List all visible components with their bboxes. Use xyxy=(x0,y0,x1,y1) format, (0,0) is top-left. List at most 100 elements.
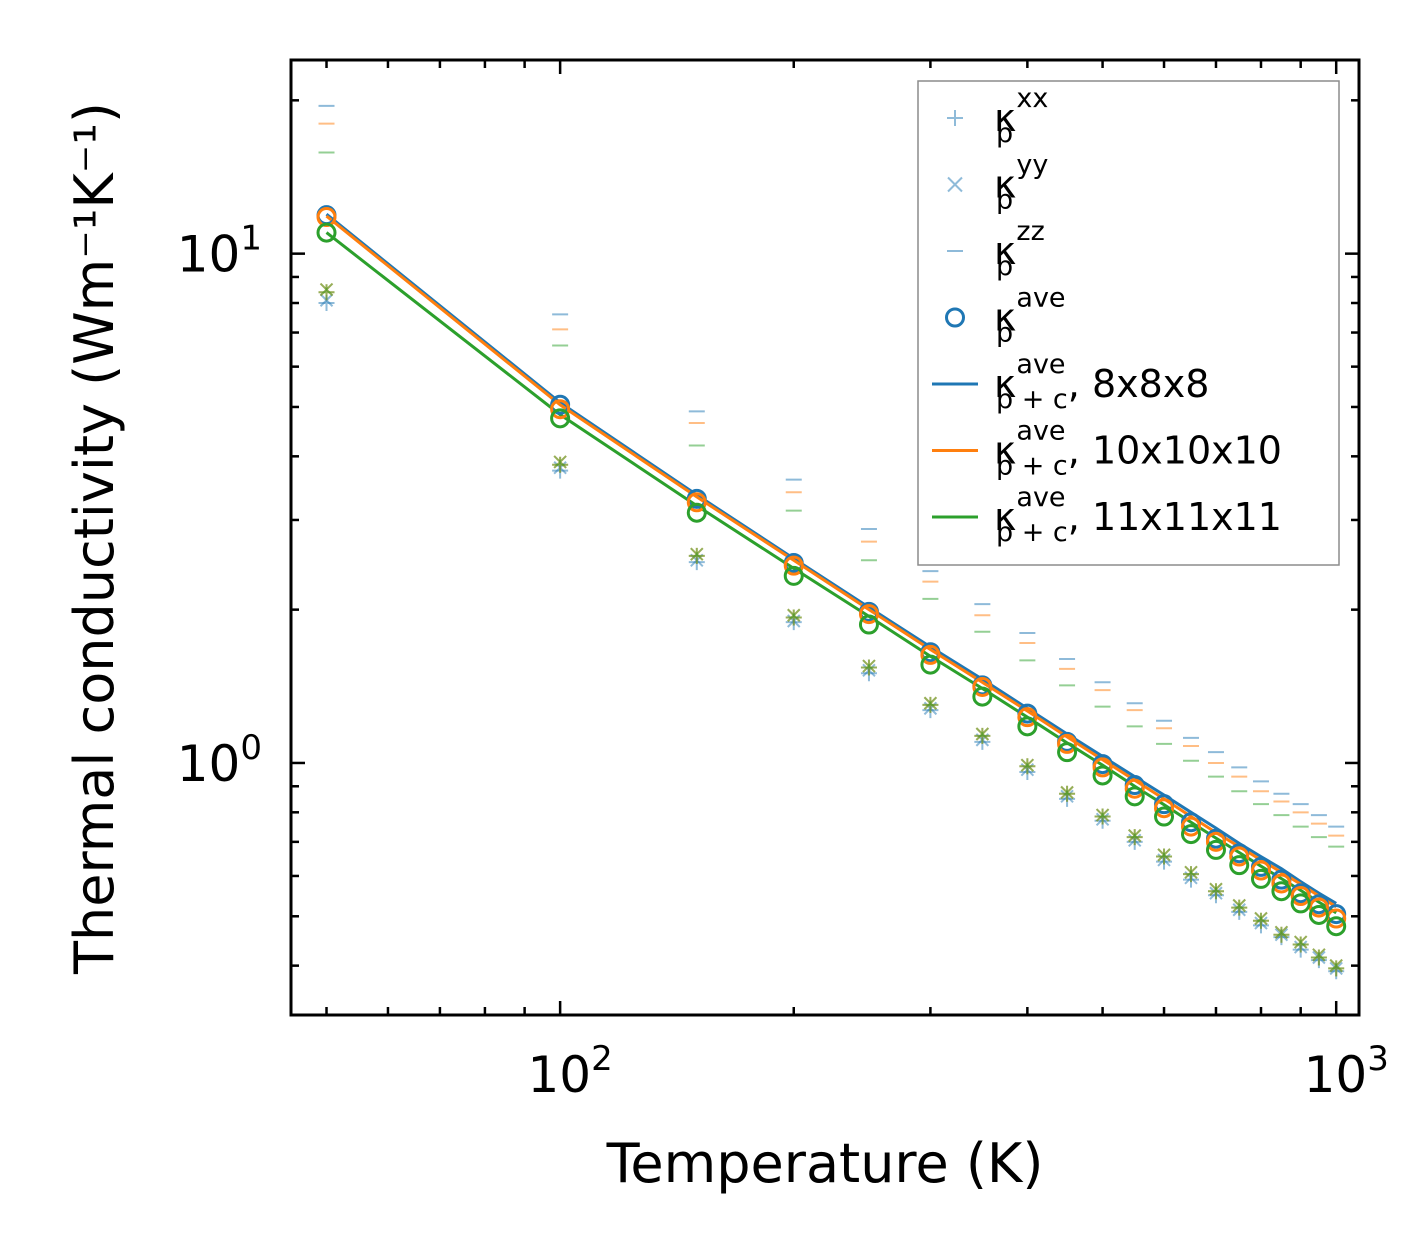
kappa-ave-marker-11x11x11 xyxy=(316,222,337,243)
kappa-xx-marker-11x11x11 xyxy=(318,284,335,301)
kappa-ave-marker-11x11x11 xyxy=(1124,786,1145,807)
kappa-ave-pc-line-8x8x8 xyxy=(325,213,1337,905)
kappa-ave-marker-11x11x11 xyxy=(550,408,571,429)
kappa-ave-marker-11x11x11 xyxy=(1205,839,1226,860)
data-series xyxy=(316,104,1347,980)
legend-entry-label: κave p xyxy=(994,283,1066,349)
kappa-ave-marker-11x11x11 xyxy=(686,502,707,523)
kappa-xx-marker-11x11x11 xyxy=(1328,960,1345,977)
kappa-xx-marker-11x11x11 xyxy=(785,609,802,626)
kappa-yy-marker-11x11x11 xyxy=(319,282,334,297)
legend-frame xyxy=(917,80,1340,566)
kappa-ave-marker-11x11x11 xyxy=(1250,868,1271,889)
kappa-ave-marker-10x10x10 xyxy=(972,676,993,697)
kappa-yy-marker-11x11x11 xyxy=(1312,948,1326,962)
kappa-ave-marker-10x10x10 xyxy=(1124,778,1145,799)
kappa-yy-marker-11x11x11 xyxy=(1127,828,1142,843)
kappa-ave-marker-10x10x10 xyxy=(920,644,941,665)
legend-entry-label: κave p + c, 11x11x11 xyxy=(994,482,1282,548)
kappa-yy-marker-11x11x11 xyxy=(553,455,567,469)
kappa-ave-marker-11x11x11 xyxy=(1308,904,1329,925)
kappa-yy-marker-11x11x11 xyxy=(923,696,938,710)
kappa-yy-marker-11x11x11 xyxy=(1060,785,1074,800)
legend-entry-label: κzz p xyxy=(994,216,1045,282)
kappa-xx-marker-11x11x11 xyxy=(688,547,705,564)
kappa-xx-marker-11x11x11 xyxy=(922,696,939,713)
x-tick-label: 102 xyxy=(527,1039,612,1104)
kappa-yy-marker-11x11x11 xyxy=(1209,882,1223,896)
kappa-ave-marker-11x11x11 xyxy=(1154,806,1175,827)
legend-entry-label: κave p + c, 8x8x8 xyxy=(994,349,1209,415)
kappa-xx-marker-11x11x11 xyxy=(1156,848,1173,865)
kappa-ave-marker-11x11x11 xyxy=(1326,916,1347,937)
legend-marker-circle xyxy=(945,307,965,328)
kappa-ave-marker-10x10x10 xyxy=(1017,707,1038,728)
kappa-ave-marker-10x10x10 xyxy=(550,399,571,420)
kappa-yy-marker-11x11x11 xyxy=(1184,865,1198,880)
kappa-xx-marker-11x11x11 xyxy=(1310,949,1327,966)
kappa-yy-marker-11x11x11 xyxy=(1095,808,1110,822)
kappa-ave-marker-10x10x10 xyxy=(1154,798,1175,819)
kappa-yy-marker-8x8x8 xyxy=(319,293,334,307)
kappa-xx-marker-11x11x11 xyxy=(1126,829,1143,846)
kappa-yy-marker-11x11x11 xyxy=(862,659,876,673)
kappa-ave-marker-10x10x10 xyxy=(1290,886,1311,907)
kappa-ave-marker-10x10x10 xyxy=(1308,897,1329,918)
kappa-xx-marker-11x11x11 xyxy=(1207,883,1224,900)
kappa-ave-marker-11x11x11 xyxy=(1229,855,1250,876)
kappa-ave-marker-11x11x11 xyxy=(1290,893,1311,914)
kappa-ave-marker-11x11x11 xyxy=(1181,824,1202,845)
kappa-yy-marker-11x11x11 xyxy=(1157,848,1171,862)
legend-entry-label: κave p + c, 10x10x10 xyxy=(994,416,1282,482)
kappa-ave-marker-11x11x11 xyxy=(920,654,941,675)
y-tick-label: 101 xyxy=(177,219,262,284)
kappa-yy-marker-11x11x11 xyxy=(975,727,990,741)
kappa-yy-marker-11x11x11 xyxy=(1020,758,1035,772)
kappa-ave-marker-11x11x11 xyxy=(1057,742,1078,763)
kappa-ave-marker-11x11x11 xyxy=(1092,765,1113,786)
kappa-ave-pc-line-10x10x10 xyxy=(325,214,1337,909)
kappa-xx-marker-11x11x11 xyxy=(1231,899,1248,916)
legend-marker-plus xyxy=(947,110,963,126)
kappa-yy-marker-11x11x11 xyxy=(787,608,801,622)
kappa-ave-marker-10x10x10 xyxy=(1057,733,1078,754)
kappa-ave-marker-10x10x10 xyxy=(783,555,804,576)
kappa-ave-marker-11x11x11 xyxy=(858,614,879,635)
legend-entry-label: κxx p xyxy=(994,83,1048,149)
kappa-ave-marker-10x10x10 xyxy=(1229,846,1250,867)
kappa-ave-marker-11x11x11 xyxy=(1271,881,1292,902)
kappa-xx-marker-11x11x11 xyxy=(974,727,991,744)
kappa-ave-marker-11x11x11 xyxy=(972,686,993,707)
kappa-yy-marker-11x11x11 xyxy=(690,547,704,561)
y-axis-label: Thermal conductivity (Wm⁻¹K⁻¹) xyxy=(63,102,126,975)
kappa-ave-marker-10x10x10 xyxy=(858,604,879,625)
kappa-xx-marker-11x11x11 xyxy=(1292,936,1309,953)
kappa-yy-marker-11x11x11 xyxy=(1254,911,1268,926)
tick-labels: 102 103 100 101 xyxy=(177,219,1389,1104)
kappa-xx-marker-11x11x11 xyxy=(860,659,877,676)
kappa-yy-marker-11x11x11 xyxy=(1293,935,1308,949)
kappa-ave-marker-10x10x10 xyxy=(1092,757,1113,778)
kappa-xx-marker-11x11x11 xyxy=(1273,926,1290,943)
kappa-ave-marker-10x10x10 xyxy=(1271,873,1292,894)
kappa-ave-marker-10x10x10 xyxy=(1205,831,1226,852)
kappa-ave-marker-11x11x11 xyxy=(783,565,804,586)
kappa-ave-marker-10x10x10 xyxy=(686,492,707,513)
legend-entry-label: κyy p xyxy=(994,150,1048,216)
kappa-yy-marker-11x11x11 xyxy=(1329,958,1343,973)
kappa-ave-marker-11x11x11 xyxy=(1017,716,1038,737)
kappa-ave-marker-10x10x10 xyxy=(1181,816,1202,837)
kappa-xx-marker-11x11x11 xyxy=(552,456,569,473)
kappa-yy-marker-11x11x11 xyxy=(1274,925,1289,940)
kappa-ave-marker-10x10x10 xyxy=(1250,860,1271,881)
kappa-xx-marker-11x11x11 xyxy=(1183,866,1199,883)
plot-frame xyxy=(289,58,1361,1017)
kappa-xx-marker-11x11x11 xyxy=(1252,912,1269,929)
x-tick-label: 103 xyxy=(1304,1039,1389,1104)
kappa-yy-marker-11x11x11 xyxy=(1232,898,1246,913)
y-tick-label: 100 xyxy=(177,728,262,793)
x-axis-label: Temperature (K) xyxy=(606,1132,1044,1195)
legend-marker-x xyxy=(947,176,963,193)
